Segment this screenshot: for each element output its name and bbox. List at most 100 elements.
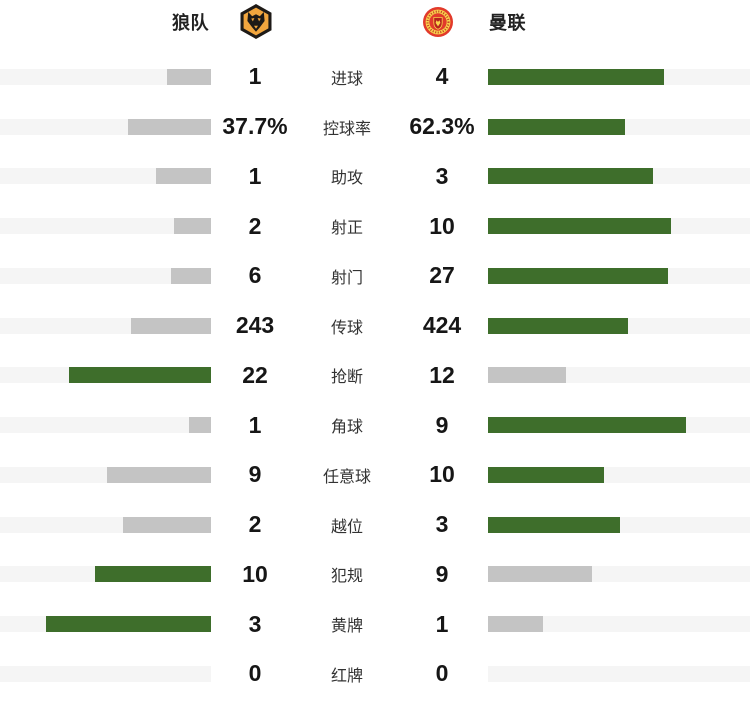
stat-label: 任意球: [322, 468, 371, 486]
home-value: 2: [248, 511, 262, 538]
stat-row-free-kicks: 9 任意球 10: [0, 450, 750, 500]
away-value: 4: [435, 63, 449, 90]
away-bar-track: [488, 665, 750, 682]
home-value: 22: [242, 361, 268, 388]
away-bar: [488, 516, 620, 533]
home-bar: [46, 616, 211, 633]
home-bar: [128, 118, 211, 135]
stat-row-goals: 1 进球 4: [0, 52, 750, 102]
away-bar: [488, 616, 543, 633]
stat-label: 角球: [330, 419, 363, 437]
away-value: 10: [429, 461, 455, 488]
home-value: 10: [242, 560, 268, 587]
stats-rows: 1 进球 4 37.7% 控球率 62.3% 1 助攻 3 2 射正: [0, 52, 750, 699]
home-bar: [130, 317, 211, 334]
stat-row-possession: 37.7% 控球率 62.3%: [0, 102, 750, 152]
away-bar: [488, 566, 593, 583]
stat-row-tackles: 22 抢断 12: [0, 351, 750, 401]
away-value: 424: [422, 312, 462, 339]
home-bar-track: [0, 367, 211, 384]
home-bar-track: [0, 168, 211, 185]
wolf-left-eye: [251, 18, 255, 22]
away-bar: [488, 168, 653, 185]
away-bar-track: [488, 367, 750, 384]
away-value: 9: [435, 411, 449, 438]
away-bar-track: [488, 168, 750, 185]
away-bar-track: [488, 616, 750, 633]
away-bar-track: [488, 516, 750, 533]
home-value: 2: [248, 212, 262, 239]
stat-row-shots: 6 射门 27: [0, 251, 750, 301]
home-bar: [123, 516, 211, 533]
away-value: 12: [429, 361, 455, 388]
home-bar: [68, 367, 211, 384]
stat-label: 射门: [330, 269, 363, 287]
away-bar-track: [488, 317, 750, 334]
stat-label: 越位: [330, 518, 363, 536]
home-bar-track: [0, 466, 211, 483]
home-bar-track: [0, 317, 211, 334]
home-value: 37.7%: [222, 113, 288, 140]
match-header: 狼队 曼联: [0, 0, 750, 50]
away-bar: [488, 317, 628, 334]
home-bar-track: [0, 616, 211, 633]
stat-label: 红牌: [330, 667, 363, 685]
stat-label: 射正: [330, 220, 363, 238]
wolf-right-eye: [257, 18, 261, 22]
away-bar: [488, 218, 672, 235]
home-value: 1: [248, 411, 262, 438]
home-bar-track: [0, 118, 211, 135]
home-bar-track: [0, 68, 211, 85]
away-value: 9: [435, 560, 449, 587]
home-value: 243: [235, 312, 275, 339]
stat-label: 犯规: [330, 568, 363, 586]
away-bar: [488, 68, 664, 85]
stat-row-assists: 1 助攻 3: [0, 152, 750, 202]
home-value: 1: [248, 63, 262, 90]
home-bar: [171, 267, 211, 284]
home-team-name: 狼队: [172, 13, 209, 33]
stat-row-corners: 1 角球 9: [0, 400, 750, 450]
stat-row-offsides: 2 越位 3: [0, 500, 750, 550]
stat-row-red-cards: 0 红牌 0: [0, 649, 750, 699]
away-value: 3: [435, 511, 449, 538]
man-united-crest-icon: [423, 7, 453, 37]
away-bar-track: [488, 566, 750, 583]
away-bar: [488, 118, 626, 135]
away-bar-track: [488, 466, 750, 483]
home-bar: [189, 417, 211, 434]
stat-row-passes: 243 传球 424: [0, 301, 750, 351]
home-value: 0: [248, 660, 262, 687]
home-bar-track: [0, 218, 211, 235]
home-bar: [174, 218, 211, 235]
home-bar: [167, 68, 211, 85]
home-bar: [156, 168, 211, 185]
away-value: 62.3%: [409, 113, 475, 140]
home-bar: [95, 566, 211, 583]
away-value: 10: [429, 212, 455, 239]
stat-row-fouls: 10 犯规 9: [0, 550, 750, 600]
wolf-muzzle: [254, 25, 258, 29]
home-bar: [106, 466, 211, 483]
home-value: 6: [248, 262, 262, 289]
wolf-head-icon: [247, 12, 265, 32]
home-bar-track: [0, 417, 211, 434]
home-bar-track: [0, 665, 211, 682]
home-value: 3: [248, 610, 262, 637]
away-bar: [488, 267, 668, 284]
away-bar-track: [488, 68, 750, 85]
away-bar-track: [488, 118, 750, 135]
stat-row-yellow-cards: 3 黄牌 1: [0, 599, 750, 649]
stat-label: 助攻: [330, 170, 363, 188]
away-bar: [488, 466, 604, 483]
stat-label: 抢断: [330, 369, 363, 387]
home-value: 1: [248, 162, 262, 189]
united-lettering-ring: [426, 10, 450, 34]
away-value: 3: [435, 162, 449, 189]
stat-label: 黄牌: [330, 618, 363, 636]
home-bar-track: [0, 267, 211, 284]
away-value: 27: [429, 262, 455, 289]
away-bar: [488, 367, 566, 384]
stat-label: 控球率: [322, 120, 371, 138]
